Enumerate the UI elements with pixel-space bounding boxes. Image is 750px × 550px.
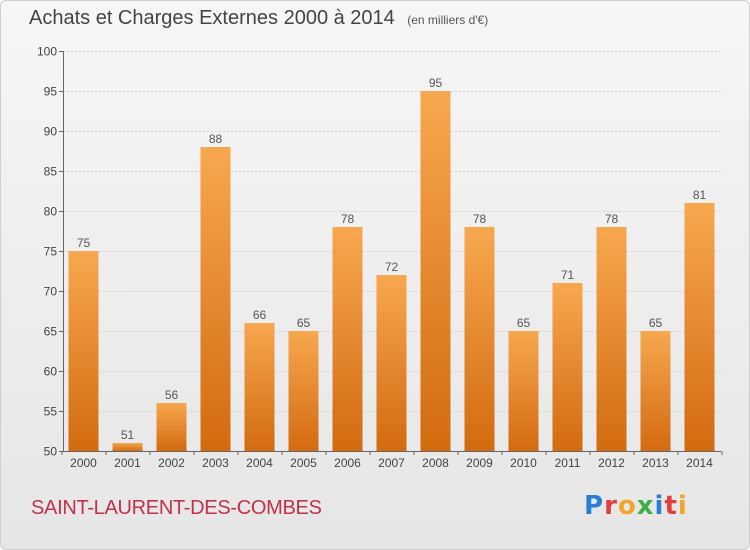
data-label: 78 xyxy=(341,212,355,226)
chart-title: Achats et Charges Externes 2000 à 2014 xyxy=(29,7,395,29)
x-tick-label: 2004 xyxy=(246,456,273,470)
y-tick-label: 85 xyxy=(44,165,58,179)
bar xyxy=(596,227,627,451)
logo-letter: x xyxy=(636,491,655,521)
data-label: 56 xyxy=(165,388,179,402)
logo-letter: i xyxy=(677,491,688,521)
x-tick-label: 2009 xyxy=(466,456,493,470)
y-tick-label: 55 xyxy=(44,405,58,419)
data-label: 65 xyxy=(517,316,531,330)
y-tick-label: 50 xyxy=(44,445,58,459)
bar xyxy=(244,323,275,451)
bar xyxy=(112,443,143,451)
bar xyxy=(200,147,231,451)
x-tick-label: 2005 xyxy=(290,456,317,470)
y-tick-label: 80 xyxy=(44,205,58,219)
data-label: 88 xyxy=(209,132,223,146)
bar xyxy=(684,203,715,451)
x-tick-label: 2001 xyxy=(114,456,141,470)
x-tick-label: 2014 xyxy=(686,456,713,470)
x-tick-label: 2002 xyxy=(158,456,185,470)
x-tick-label: 2003 xyxy=(202,456,229,470)
bar xyxy=(156,403,187,451)
data-label: 81 xyxy=(693,188,707,202)
bar xyxy=(68,251,99,451)
x-tick-label: 2013 xyxy=(642,456,669,470)
x-tick-label: 2010 xyxy=(510,456,537,470)
y-tick-label: 95 xyxy=(44,85,58,99)
x-tick-label: 2000 xyxy=(70,456,97,470)
data-label: 95 xyxy=(429,76,443,90)
x-tick-label: 2008 xyxy=(422,456,449,470)
bar xyxy=(552,283,583,451)
axes xyxy=(59,51,723,455)
bar xyxy=(376,275,407,451)
commune-name: SAINT-LAURENT-DES-COMBES xyxy=(31,497,322,519)
logo-letter: o xyxy=(617,491,637,521)
proxiti-logo[interactable]: Proxiti xyxy=(584,491,688,521)
x-tick-label: 2007 xyxy=(378,456,405,470)
data-label: 65 xyxy=(297,316,311,330)
bar xyxy=(508,331,539,451)
data-label: 75 xyxy=(77,236,91,250)
data-label: 65 xyxy=(649,316,663,330)
data-label: 71 xyxy=(561,268,575,282)
bars xyxy=(68,91,715,451)
logo-letter: t xyxy=(664,491,678,521)
logo-letter: P xyxy=(584,491,605,521)
y-tick-label: 100 xyxy=(37,45,57,59)
y-tick-label: 75 xyxy=(44,245,58,259)
x-tick-label: 2012 xyxy=(598,456,625,470)
bar xyxy=(464,227,495,451)
data-label: 72 xyxy=(385,260,399,274)
title-row: Achats et Charges Externes 2000 à 2014 (… xyxy=(29,7,488,30)
logo-letter: r xyxy=(604,491,618,521)
bar xyxy=(332,227,363,451)
x-tick-label: 2011 xyxy=(555,456,581,470)
bar xyxy=(288,331,319,451)
x-tick-label: 2006 xyxy=(334,456,361,470)
data-label: 51 xyxy=(121,428,135,442)
bar xyxy=(420,91,451,451)
bar xyxy=(640,331,671,451)
data-label: 78 xyxy=(473,212,487,226)
logo-letter: i xyxy=(654,491,665,521)
labels: 50 55 60 65 70 75 80 85 90 95 100 75 2000 51 2001 56 200… xyxy=(37,45,713,471)
y-tick-label: 70 xyxy=(44,285,58,299)
chart-subtitle: (en milliers d'€) xyxy=(407,13,489,27)
y-tick-label: 65 xyxy=(44,325,58,339)
y-tick-label: 90 xyxy=(44,125,58,139)
data-label: 66 xyxy=(253,308,267,322)
data-label: 78 xyxy=(605,212,619,226)
y-tick-label: 60 xyxy=(44,365,58,379)
